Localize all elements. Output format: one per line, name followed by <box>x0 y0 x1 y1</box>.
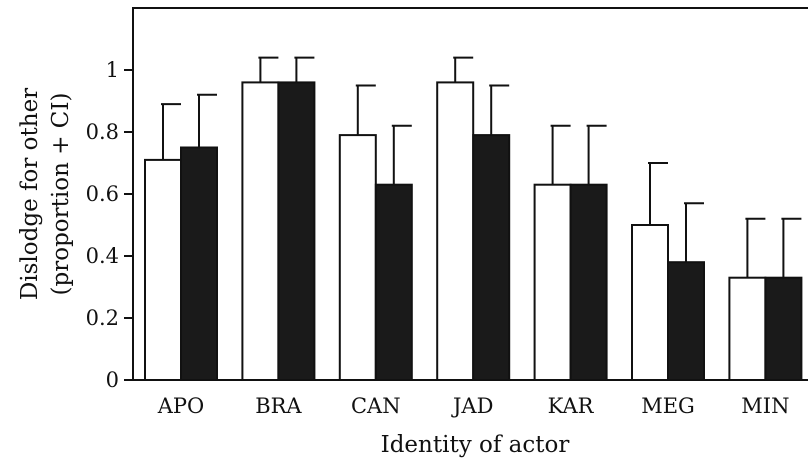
bar-white <box>338 134 377 381</box>
x-tick-label: BRA <box>255 394 302 418</box>
bar-black <box>667 261 705 382</box>
y-tick-label: 1 <box>106 58 119 82</box>
bar-black <box>472 134 511 381</box>
bar-white <box>144 158 182 381</box>
y-tick-label: 0.6 <box>86 182 119 206</box>
x-tick-label: APO <box>157 394 205 418</box>
bar-black <box>180 146 218 381</box>
y-tick-label: 0.2 <box>86 306 119 330</box>
bar-white <box>533 183 572 381</box>
y-axis-title-line-1: Dislodge for other <box>17 88 43 300</box>
bar-black <box>569 183 608 381</box>
y-tick-label: 0.4 <box>86 244 119 268</box>
y-tick-label: 0.8 <box>86 120 119 144</box>
x-axis-title: Identity of actor <box>381 432 570 458</box>
bar-black <box>277 81 316 382</box>
x-tick-label: MIN <box>741 394 789 418</box>
x-tick-label: JAD <box>451 394 493 418</box>
bar-black <box>764 276 803 382</box>
bar-white <box>728 276 767 382</box>
bar-white <box>436 81 475 382</box>
x-tick-label: MEG <box>641 394 695 418</box>
y-tick-label: 0 <box>106 368 119 392</box>
bars-group <box>144 56 803 382</box>
bar-black <box>374 183 413 381</box>
bar-white <box>241 81 280 382</box>
x-tick-label: KAR <box>548 394 595 418</box>
y-axis: 0 0.2 0.4 0.6 0.8 1 <box>86 58 133 392</box>
x-axis: APO BRA CAN JAD KAR MEG MIN <box>157 394 790 418</box>
y-axis-title-line-2: (proportion + CI) <box>48 93 74 296</box>
x-tick-label: CAN <box>351 394 401 418</box>
bar-white <box>631 224 669 381</box>
